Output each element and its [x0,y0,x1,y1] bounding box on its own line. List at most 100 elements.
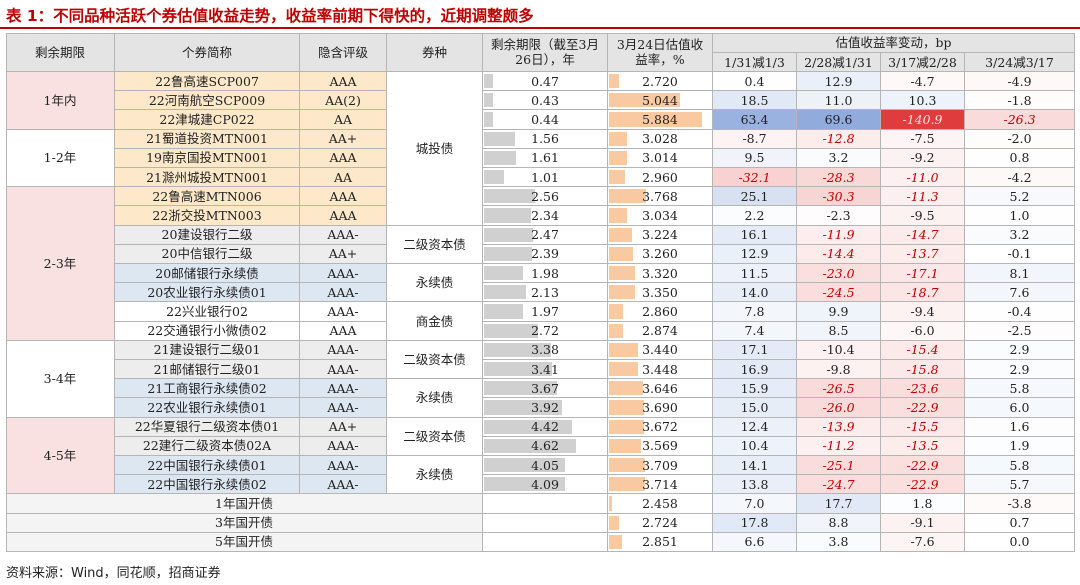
change-cell: 8.5 [797,321,881,341]
data-bar [609,304,623,319]
data-bar [484,458,565,473]
rating: AA+ [300,417,387,437]
change-cell: 18.5 [713,91,797,111]
term-cell: 2.39 [483,244,608,264]
change-cell: 12.4 [713,417,797,437]
change-cell: -14.4 [797,244,881,264]
header-cell: 个券简称 [115,33,300,72]
change-cell: -140.9 [881,110,965,130]
bond-type: 永续债 [387,379,483,418]
yield-cell: 2.458 [608,494,713,514]
data-bar [609,323,623,338]
change-cell: 7.0 [713,494,797,514]
data-bar [609,419,644,434]
benchmark-name: 5年国开债 [6,532,483,552]
change-cell: -26.0 [797,398,881,418]
yield-cell: 2.851 [608,532,713,552]
data-bar [484,131,516,146]
change-cell: 1.8 [881,494,965,514]
data-bar [484,400,563,415]
change-cell: 16.1 [713,225,797,245]
change-cell: -23.6 [881,379,965,399]
data-bar [484,285,527,300]
bond-name: 22中国银行永续债02 [115,475,300,495]
data-bar [609,112,702,127]
rating: AAA- [300,360,387,380]
change-cell: 63.4 [713,110,797,130]
data-bar [484,246,532,261]
change-cell: 2.9 [965,360,1075,380]
change-cell: 12.9 [713,244,797,264]
term-cell: 2.47 [483,225,608,245]
change-cell: -2.0 [965,129,1075,149]
term-cell: 4.05 [483,456,608,476]
term-group: 1-2年 [6,129,115,188]
yield-cell: 3.260 [608,244,713,264]
rating: AAA [300,72,387,92]
change-cell: 7.6 [965,283,1075,303]
data-bar [609,208,628,223]
bond-name: 22交通银行小微债02 [115,321,300,341]
bond-name: 22鲁高速MTN006 [115,187,300,207]
change-cell: -7.6 [881,532,965,552]
data-bar [609,438,642,453]
change-cell: 0.4 [713,72,797,92]
term-cell: 1.98 [483,264,608,284]
bond-name: 22津城建CP022 [115,110,300,130]
change-cell: 11.5 [713,264,797,284]
yield-cell: 3.448 [608,360,713,380]
yield-cell: 3.690 [608,398,713,418]
bond-name: 22鲁高速SCP007 [115,72,300,92]
bond-name: 22兴业银行02 [115,302,300,322]
change-cell: -0.4 [965,302,1075,322]
bond-type: 商金债 [387,302,483,341]
rating: AAA- [300,398,387,418]
change-cell: 10.3 [881,91,965,111]
source: 资料来源：Wind，同花顺，招商证券 [6,566,221,581]
bond-type: 永续债 [387,456,483,495]
bond-name: 22浙交投MTN003 [115,206,300,226]
term-group: 2-3年 [6,187,115,341]
empty-cell [483,532,608,552]
benchmark-name: 1年国开债 [6,494,483,514]
data-bar [609,227,633,242]
data-bar [609,477,645,492]
bond-name: 21滁州城投MTN001 [115,168,300,188]
yield-cell: 5.044 [608,91,713,111]
rating: AAA- [300,302,387,322]
term-cell: 1.01 [483,168,608,188]
header-cell: 券种 [387,33,483,72]
term-cell: 3.41 [483,360,608,380]
bond-type: 永续债 [387,264,483,303]
term-group: 3-4年 [6,340,115,418]
change-cell: 5.7 [965,475,1075,495]
rating: AAA [300,187,387,207]
data-bar [609,74,619,89]
change-cell: 1.6 [965,417,1075,437]
change-cell: 9.9 [797,302,881,322]
yield-cell: 3.320 [608,264,713,284]
header-cell: 1/31减1/3 [713,53,797,72]
change-cell: 0.8 [965,148,1075,168]
change-cell: 25.1 [713,187,797,207]
change-cell: -9.2 [881,148,965,168]
yield-cell: 3.672 [608,417,713,437]
yield-cell: 3.014 [608,148,713,168]
data-bar [484,323,539,338]
change-cell: -15.5 [881,417,965,437]
change-cell: -26.3 [965,110,1075,130]
yield-cell: 2.860 [608,302,713,322]
rating: AA [300,168,387,188]
header-cell: 3/17减2/28 [881,53,965,72]
bond-name: 22建行二级资本债02A [115,436,300,456]
data-bar [484,112,493,127]
bond-name: 20中信银行二级 [115,244,300,264]
change-cell: -10.4 [797,340,881,360]
yield-cell: 5.884 [608,110,713,130]
change-cell: -13.7 [881,244,965,264]
change-cell: -0.1 [965,244,1075,264]
bond-name: 21建设银行二级01 [115,340,300,360]
change-cell: 15.9 [713,379,797,399]
data-bar [609,93,680,108]
term-cell: 2.56 [483,187,608,207]
